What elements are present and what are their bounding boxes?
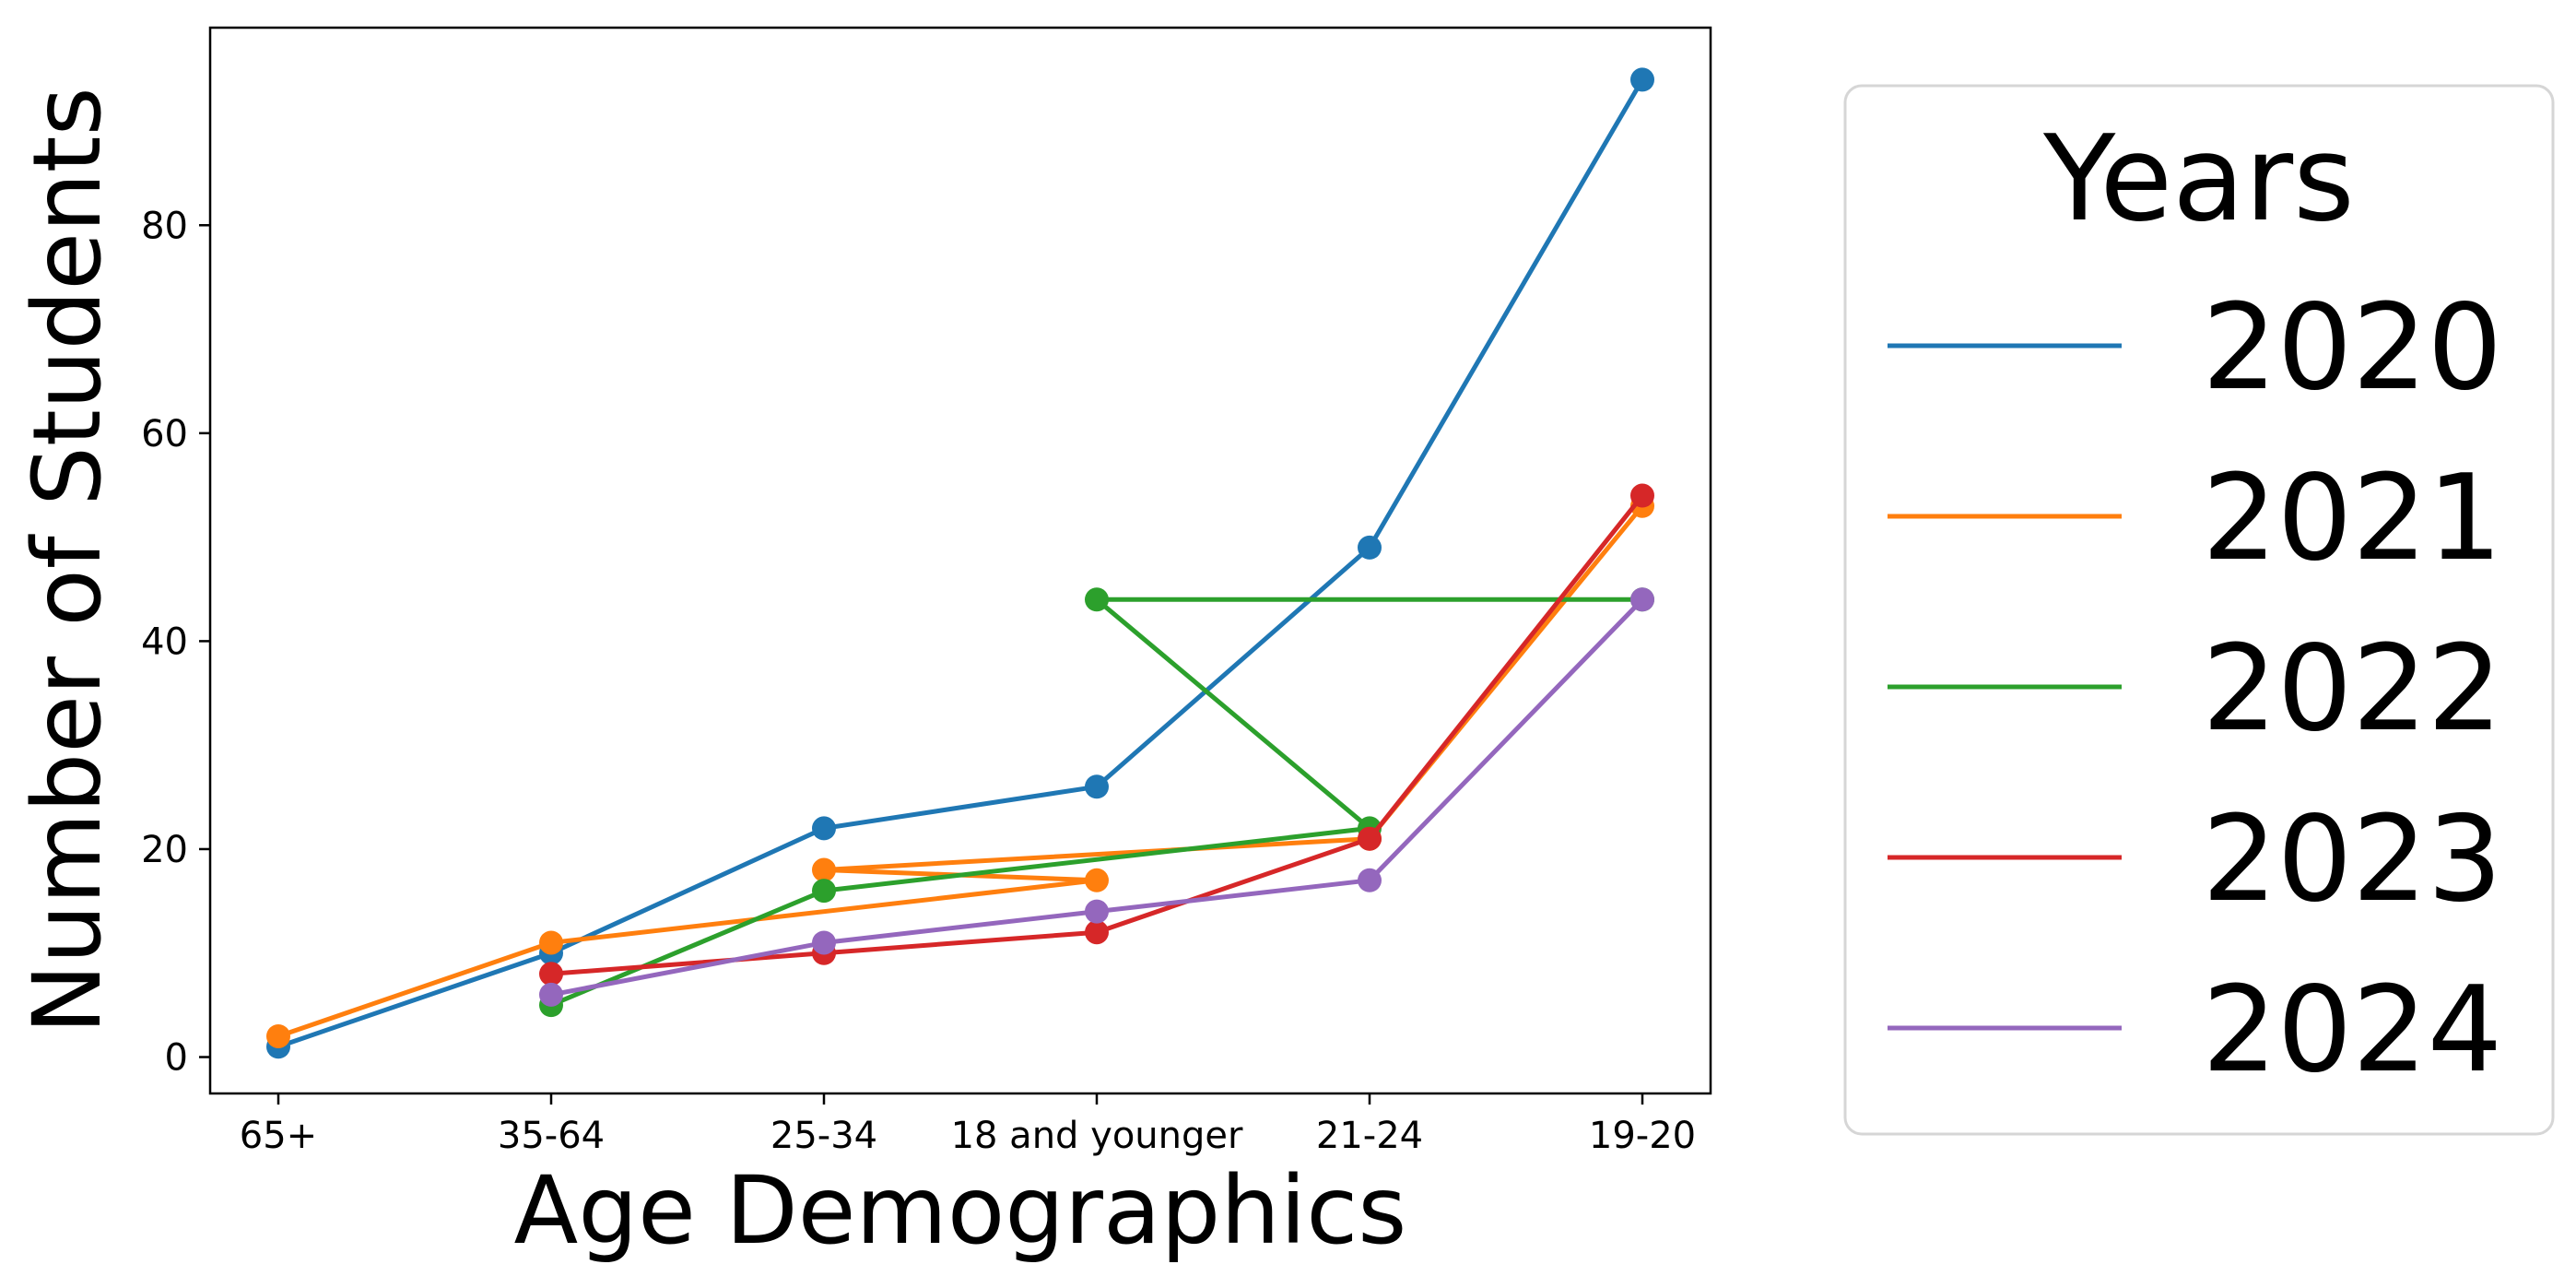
data-point-2023 <box>539 962 563 987</box>
data-point-2021 <box>812 857 836 882</box>
y-tick-label: 0 <box>165 1037 188 1080</box>
data-point-2021 <box>539 930 563 955</box>
legend-item-2024: 2024 <box>1888 962 2502 1099</box>
series-line-2021 <box>277 504 1644 1039</box>
legend-item-2020: 2020 <box>1888 279 2502 417</box>
data-point-2024 <box>812 930 836 955</box>
legend: Years 2020 2021 2022 2023 2024 <box>1843 84 2555 1136</box>
x-tick-label: 25-34 <box>770 1115 877 1157</box>
legend-label: 2023 <box>2202 791 2502 928</box>
legend-label: 2022 <box>2202 620 2502 758</box>
series-2024 <box>539 587 1654 1007</box>
data-point-2023 <box>1358 826 1382 851</box>
plot-area <box>266 67 1654 1059</box>
data-point-2024 <box>1630 587 1654 612</box>
x-tick-label: 65+ <box>240 1115 317 1157</box>
series-2020 <box>266 67 1654 1059</box>
axes: 65+ 35-64 25-34 18 and younger 21-24 19-20 0 20… <box>141 205 1696 1157</box>
x-tick-label: 19-20 <box>1589 1115 1696 1157</box>
y-tick-label: 40 <box>141 620 188 663</box>
plot-frame <box>208 26 1712 1095</box>
data-point-2020 <box>1630 67 1654 92</box>
series-2021 <box>266 493 1654 1048</box>
data-point-2024 <box>539 982 563 1007</box>
y-tick-label: 20 <box>141 829 188 871</box>
x-tick-label: 18 and younger <box>951 1115 1243 1157</box>
data-point-2021 <box>266 1023 290 1048</box>
legend-item-2022: 2022 <box>1888 620 2502 758</box>
legend-label: 2024 <box>2202 962 2502 1099</box>
data-point-2020 <box>812 816 836 841</box>
y-tick-label: 80 <box>141 205 188 247</box>
legend-label: 2020 <box>2202 279 2502 417</box>
x-tick-label: 35-64 <box>498 1115 605 1157</box>
data-point-2024 <box>1358 868 1382 892</box>
x-axis-title: Age Demographics <box>514 1156 1407 1266</box>
series-2022 <box>539 587 1654 1018</box>
legend-label: 2021 <box>2202 450 2502 587</box>
y-tick-label: 60 <box>141 413 188 455</box>
data-point-2022 <box>1085 587 1109 612</box>
series-line-2020 <box>277 78 1645 1049</box>
x-tick-label: 21-24 <box>1316 1115 1423 1157</box>
data-point-2021 <box>1085 868 1109 892</box>
data-point-2024 <box>1085 899 1109 924</box>
data-point-2020 <box>1085 774 1109 799</box>
legend-items: 2020 2021 2022 2023 2024 <box>1888 279 2502 1099</box>
data-point-2022 <box>812 879 836 904</box>
data-point-2020 <box>1358 535 1382 560</box>
data-point-2023 <box>1630 483 1654 508</box>
data-point-2023 <box>1085 920 1109 945</box>
y-axis-title: Number of Students <box>13 87 123 1034</box>
legend-title: Years <box>2042 111 2355 248</box>
legend-item-2023: 2023 <box>1888 791 2502 928</box>
legend-item-2021: 2021 <box>1888 450 2502 587</box>
